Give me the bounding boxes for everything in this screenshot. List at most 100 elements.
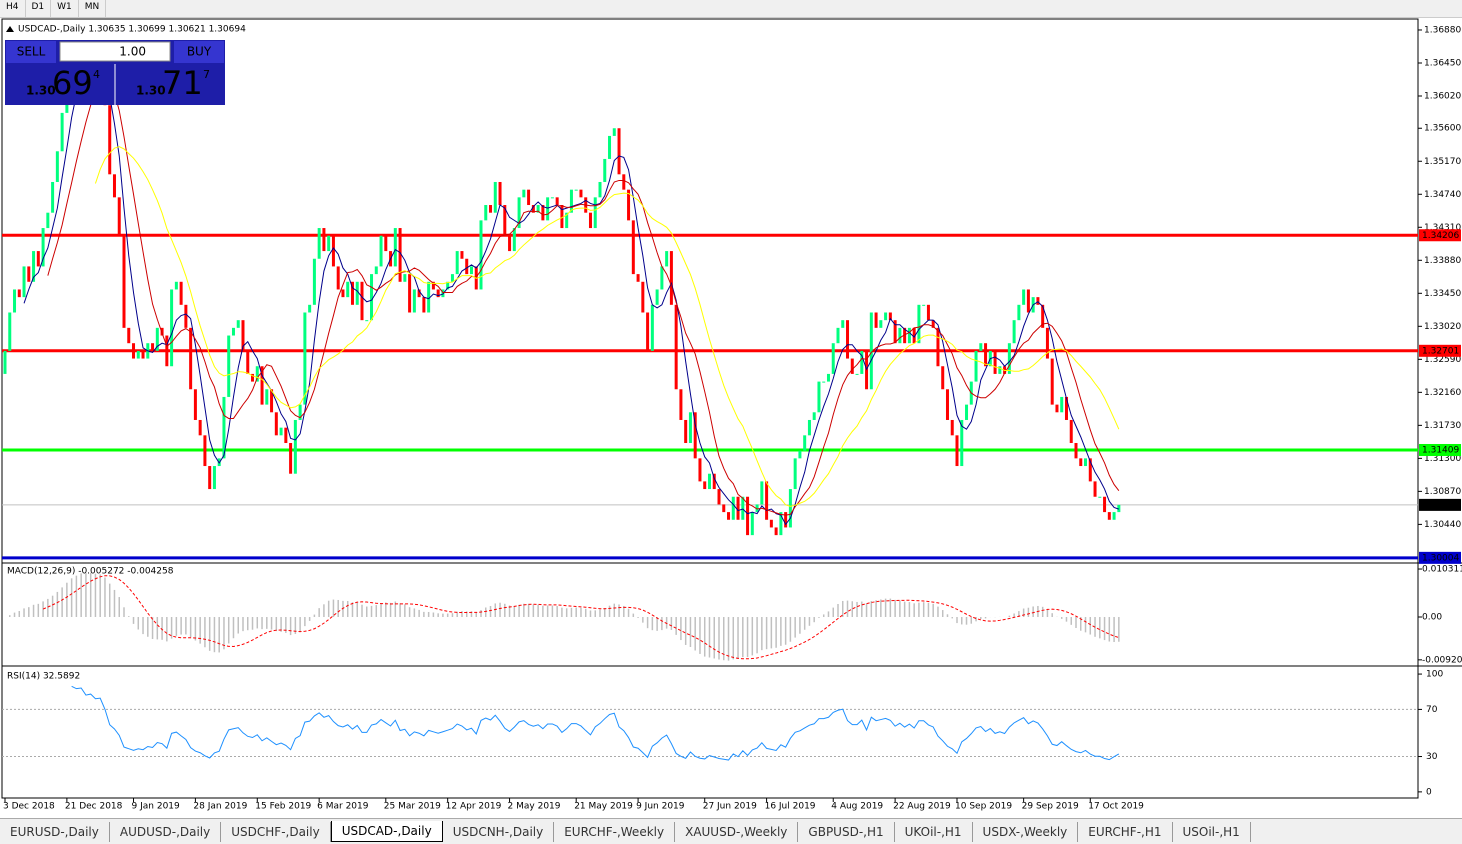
chart-tab[interactable]: UKOil-,H1 [895,821,973,842]
candle [531,205,535,213]
candle [1026,289,1030,313]
buy-button[interactable] [174,41,224,63]
chart-tab[interactable]: AUDUSD-,Daily [110,821,222,842]
candle [965,404,969,420]
timeframe-toolbar: H4 D1 W1 MN [0,0,1462,18]
rsi-header: RSI(14) 32.5892 [7,672,80,682]
candle [984,343,988,367]
candle [1055,404,1059,413]
price-tick-label: 1.30440 [1424,520,1461,530]
time-tick-label: 17 Oct 2019 [1088,802,1144,812]
candle [579,189,583,198]
time-tick-label: 22 Aug 2019 [893,802,951,812]
chart-tab[interactable]: USDCNH-,Daily [443,821,555,842]
candle [489,205,493,213]
candle [127,327,131,344]
time-tick-label: 25 Mar 2019 [384,802,441,812]
candle [608,135,612,159]
time-tick-label: 27 Jun 2019 [703,802,757,812]
candle [903,327,907,344]
candle [431,281,435,290]
candle [293,419,297,474]
candle [41,228,45,267]
candle [574,189,578,191]
candle [1112,512,1116,520]
time-tick-label: 10 Sep 2019 [955,802,1012,812]
chart-tab[interactable]: EURUSD-,Daily [0,821,110,842]
candle [46,212,50,229]
candle [384,235,388,252]
sell-button[interactable] [6,41,56,63]
candle [460,251,464,259]
time-tick-label: 3 Dec 2018 [3,802,55,812]
candle [508,235,512,252]
chart-tab[interactable]: EURCHF-,Weekly [554,821,676,842]
candle [1007,343,1011,374]
candle [660,266,664,290]
level-price-label: 1.32701 [1422,346,1459,356]
chart-tab[interactable]: USOil-,H1 [1173,821,1251,842]
chart-tab[interactable]: GBPUSD-,H1 [798,821,895,842]
candle [493,181,497,213]
chart-tab[interactable]: USDCHF-,Daily [221,821,331,842]
candle [284,427,288,444]
timeframe-button[interactable]: W1 [51,0,79,17]
timeframe-button[interactable]: MN [79,0,107,17]
candle [360,281,364,321]
rsi-line [71,685,1120,761]
macd-tick-label: -0.009203 [1422,655,1462,665]
candle [998,366,1002,374]
candle [251,373,255,382]
chart-tab[interactable]: XAUUSD-,Weekly [675,821,799,842]
candle [212,466,216,490]
candle [703,481,707,490]
candle [931,320,935,328]
candle [993,350,997,374]
candle [179,281,183,305]
candle [674,304,678,390]
timeframe-button[interactable]: D1 [26,0,52,17]
collapse-arrow [6,26,14,32]
candle [722,504,726,513]
buy-label: BUY [187,45,212,59]
candle [746,496,750,536]
candle [855,373,859,375]
candle [155,327,159,351]
candle [826,373,830,382]
candle [698,458,702,482]
candle [455,251,459,275]
candle [189,327,193,390]
candle [807,419,811,436]
candle [565,212,569,229]
candle [550,197,554,199]
candle [370,274,374,321]
candle [160,327,164,336]
moving-average [47,74,1120,516]
candle [36,251,40,267]
candle [884,312,888,321]
candle [208,466,212,490]
timeframe-button[interactable]: H4 [0,0,26,17]
candle [569,189,573,213]
chart-tab[interactable]: USDCAD-,Daily [330,821,443,842]
candle [422,297,426,313]
price-tick-label: 1.34310 [1424,223,1461,233]
candle [760,481,764,505]
price-tick-label: 1.36450 [1424,58,1461,68]
candle [1098,496,1102,498]
price-tick-label: 1.31300 [1424,454,1461,464]
ask-big: 71 [162,64,203,102]
candle [1079,458,1083,467]
candle [331,235,335,267]
candle [198,419,202,436]
candle [684,419,688,444]
candle [350,281,354,305]
chart-tab[interactable]: USDX-,Weekly [973,821,1079,842]
candle [1012,320,1016,344]
macd-signal [42,575,1119,660]
chart-tab[interactable]: EURCHF-,H1 [1078,821,1173,842]
candle [546,197,550,221]
candle [427,281,431,313]
candle [512,228,516,252]
